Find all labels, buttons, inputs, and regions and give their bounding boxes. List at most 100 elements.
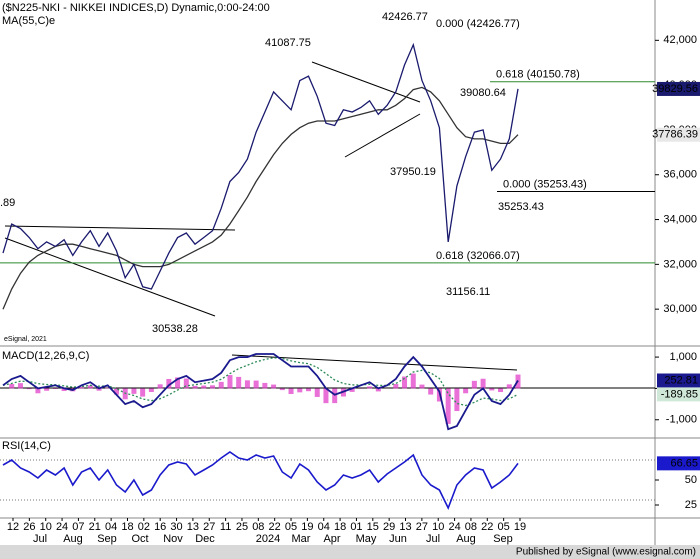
x-tick-label: 24	[448, 521, 460, 533]
x-tick-label: 12	[7, 521, 19, 533]
month-label: Apr	[323, 533, 340, 545]
macd-histogram-bar	[148, 388, 154, 392]
y-tick-label: 25	[685, 499, 697, 511]
y-tick-label: 30,000	[663, 303, 697, 315]
macd-histogram-bar	[306, 388, 312, 392]
macd-histogram-bar	[463, 388, 469, 394]
month-label: Aug	[63, 533, 83, 545]
fib-label: 0.618 (40150.78)	[496, 69, 580, 81]
value-box	[657, 81, 700, 96]
macd-histogram-bar	[227, 375, 233, 389]
macd-line	[2, 353, 519, 431]
macd-histogram-bar	[209, 385, 215, 389]
macd-histogram-bar	[201, 385, 207, 389]
x-tick-label: 18	[121, 521, 133, 533]
x-tick-label: 29	[383, 521, 395, 533]
x-tick-label: 18	[334, 521, 346, 533]
macd-histogram-bar	[419, 384, 425, 389]
month-label: Nov	[163, 533, 183, 545]
x-tick-label: 16	[154, 521, 166, 533]
annotation: 41087.75	[265, 37, 311, 49]
month-label: Mar	[292, 533, 311, 545]
macd-histogram-bar	[454, 388, 460, 412]
macd-histogram-bar	[323, 388, 329, 404]
fib-label: 0.618 (32066.07)	[436, 250, 520, 262]
x-tick-label: 11	[220, 521, 231, 533]
annotation: 35253.43	[498, 201, 544, 213]
macd-histogram-bar	[367, 386, 373, 389]
y-tick-label: 36,000	[663, 169, 697, 181]
x-tick-label: 21	[89, 521, 101, 533]
macd-histogram-bar	[157, 384, 163, 389]
price-line	[2, 42, 519, 290]
month-label: Sep	[493, 533, 513, 545]
macd-histogram-bar	[183, 378, 189, 389]
macd-signal-line	[2, 357, 519, 407]
month-label: Aug	[456, 533, 476, 545]
x-tick-label: 05	[285, 521, 297, 533]
rsi-title: RSI(14,C)	[2, 440, 51, 452]
x-tick-label: 15	[367, 521, 379, 533]
x-tick-label: 26	[23, 521, 35, 533]
x-tick-label: 04	[318, 521, 330, 533]
macd-histogram-bar	[192, 385, 198, 389]
fib-label: 0.000 (35253.43)	[503, 178, 587, 190]
macd-histogram-bar	[271, 384, 277, 389]
macd-histogram-bar	[87, 385, 93, 389]
x-tick-label: 08	[465, 521, 477, 533]
macd-histogram-bar	[26, 388, 32, 390]
x-tick-label: 22	[481, 521, 493, 533]
macd-histogram-bar	[410, 373, 416, 389]
x-tick-label: 19	[514, 521, 526, 533]
macd-histogram-bar	[506, 384, 512, 389]
macd-histogram-bar	[52, 388, 58, 389]
ma-line	[2, 86, 519, 310]
macd-histogram-bar	[131, 388, 137, 394]
macd-histogram-bar	[166, 378, 172, 389]
macd-histogram-bar	[297, 388, 303, 393]
x-tick-label: 10	[432, 521, 444, 533]
annotation: 31156.11	[446, 286, 490, 298]
macd-histogram-bar	[35, 388, 41, 394]
value-box-label: -189.85	[661, 388, 698, 400]
macd-histogram-bar	[79, 387, 85, 389]
macd-histogram-bar	[262, 382, 268, 389]
x-tick-label: 27	[416, 521, 428, 533]
x-tick-label: 04	[105, 521, 117, 533]
watermark: eSignal, 2021	[4, 336, 47, 343]
macd-histogram-bar	[44, 388, 50, 391]
x-tick-label: 05	[498, 521, 510, 533]
x-tick-label: 19	[301, 521, 313, 533]
macd-histogram-bar	[253, 380, 259, 389]
x-tick-label: 13	[399, 521, 411, 533]
annotation: 39080.64	[460, 87, 506, 99]
macd-histogram-bar	[105, 387, 111, 389]
x-tick-label: 07	[72, 521, 84, 533]
macd-histogram-bar	[9, 384, 15, 389]
value-box-label: 66.65	[670, 457, 698, 469]
x-tick-label: 25	[236, 521, 248, 533]
macd-histogram-bar	[288, 388, 294, 395]
month-label: Dec	[195, 533, 215, 545]
ma-label: MA(55,C)e	[2, 15, 55, 27]
macd-title: MACD(12,26,9,C)	[2, 350, 89, 362]
x-tick-label: 08	[252, 521, 264, 533]
x-tick-label: 02	[138, 521, 150, 533]
macd-histogram-bar	[349, 388, 355, 392]
macd-histogram-bar	[218, 381, 224, 389]
macd-histogram-bar	[244, 380, 250, 389]
value-box	[657, 127, 700, 142]
macd-histogram-bar	[332, 388, 338, 404]
macd-histogram-bar	[375, 388, 381, 392]
month-label: May	[356, 533, 377, 545]
y-tick-label: 42,000	[663, 34, 697, 46]
macd-histogram-bar	[175, 377, 181, 389]
month-label: Jul	[426, 533, 440, 545]
value-box	[657, 373, 700, 388]
annotation: 42426.77	[382, 11, 428, 23]
x-tick-label: 13	[187, 521, 199, 533]
value-box	[657, 387, 700, 402]
x-tick-label: 24	[56, 521, 68, 533]
